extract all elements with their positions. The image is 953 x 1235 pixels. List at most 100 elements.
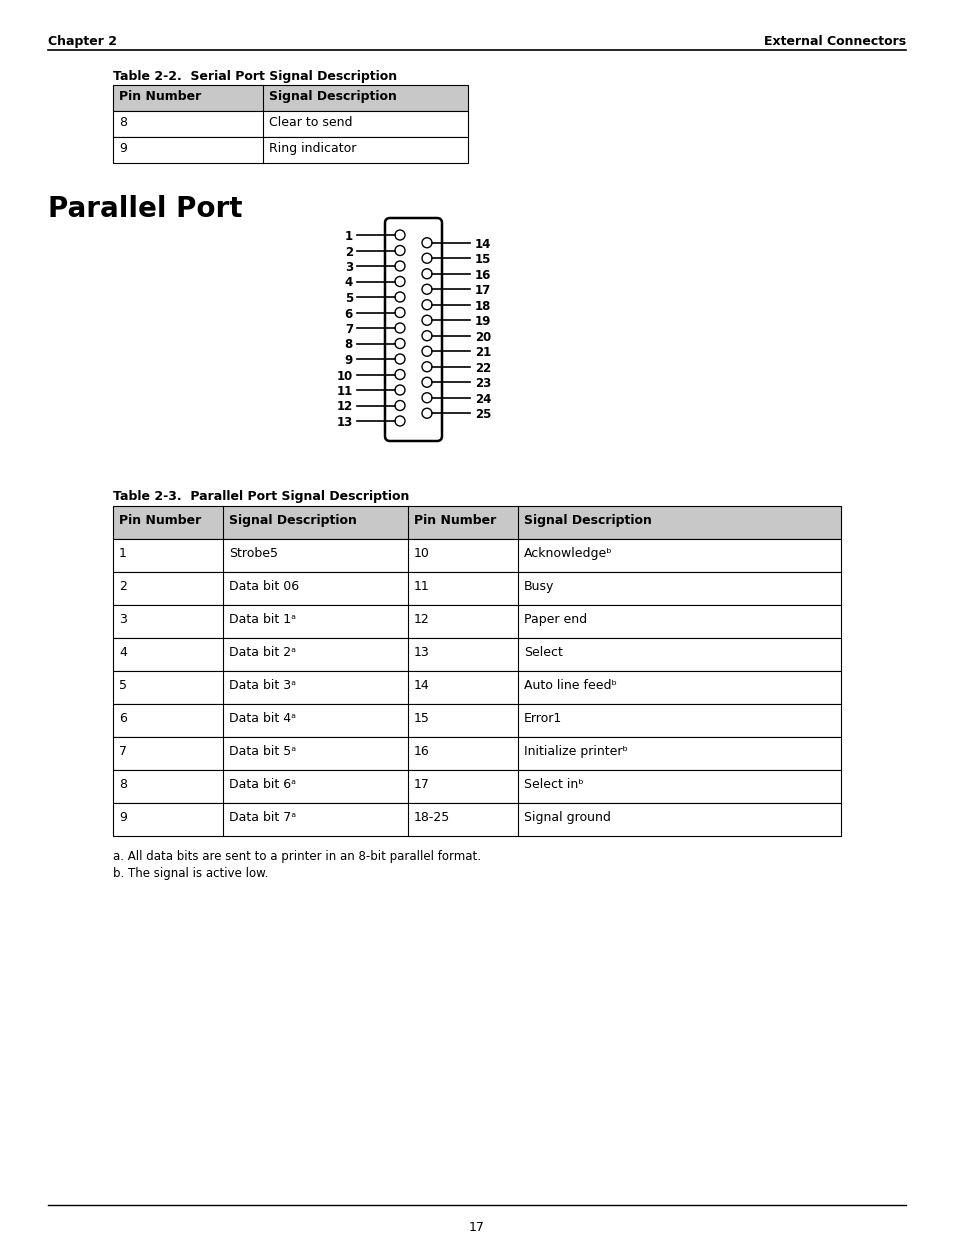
Text: Select inᵇ: Select inᵇ [523, 778, 583, 790]
Text: 10: 10 [336, 369, 353, 383]
Text: Pin Number: Pin Number [119, 514, 201, 527]
Text: 3: 3 [119, 613, 127, 626]
Text: Acknowledgeᵇ: Acknowledgeᵇ [523, 547, 612, 559]
Circle shape [395, 324, 405, 333]
Text: 14: 14 [475, 238, 491, 251]
Text: Data bit 5ᵃ: Data bit 5ᵃ [229, 745, 295, 758]
Text: 15: 15 [475, 253, 491, 267]
Text: Ring indicator: Ring indicator [269, 142, 356, 156]
Circle shape [421, 300, 432, 310]
Circle shape [395, 230, 405, 240]
Text: 18: 18 [475, 300, 491, 312]
Circle shape [421, 331, 432, 341]
Text: 17: 17 [414, 778, 430, 790]
Text: 1: 1 [345, 230, 353, 243]
Circle shape [421, 238, 432, 248]
Text: Data bit 4ᵃ: Data bit 4ᵃ [229, 713, 295, 725]
Circle shape [421, 315, 432, 325]
Circle shape [395, 416, 405, 426]
Text: Data bit 7ᵃ: Data bit 7ᵃ [229, 811, 295, 824]
Text: Paper end: Paper end [523, 613, 586, 626]
Text: 5: 5 [344, 291, 353, 305]
Text: 11: 11 [414, 580, 429, 593]
Text: 10: 10 [414, 547, 430, 559]
Bar [112, 538, 841, 572]
Circle shape [395, 369, 405, 379]
Circle shape [421, 253, 432, 263]
Text: 4: 4 [119, 646, 127, 659]
Bar [112, 737, 841, 769]
Circle shape [395, 338, 405, 348]
Text: 5: 5 [119, 679, 127, 692]
Text: Table 2-3.  Parallel Port Signal Description: Table 2-3. Parallel Port Signal Descript… [112, 490, 409, 503]
Circle shape [421, 346, 432, 356]
Text: Data bit 3ᵃ: Data bit 3ᵃ [229, 679, 295, 692]
Text: 20: 20 [475, 331, 491, 343]
Bar [112, 671, 841, 704]
Text: Chapter 2: Chapter 2 [48, 35, 117, 48]
Text: 2: 2 [119, 580, 127, 593]
Text: 13: 13 [336, 416, 353, 429]
Text: 4: 4 [344, 277, 353, 289]
Text: 9: 9 [119, 811, 127, 824]
Circle shape [395, 246, 405, 256]
Text: 17: 17 [475, 284, 491, 298]
Bar [112, 506, 841, 538]
Text: 7: 7 [119, 745, 127, 758]
Circle shape [421, 393, 432, 403]
Text: Signal Description: Signal Description [523, 514, 651, 527]
Text: 13: 13 [414, 646, 429, 659]
Text: 11: 11 [336, 385, 353, 398]
Text: 19: 19 [475, 315, 491, 329]
Circle shape [395, 385, 405, 395]
Text: 2: 2 [345, 246, 353, 258]
Text: 6: 6 [119, 713, 127, 725]
Text: Data bit 1ᵃ: Data bit 1ᵃ [229, 613, 295, 626]
Text: Data bit 2ᵃ: Data bit 2ᵃ [229, 646, 295, 659]
Bar [112, 638, 841, 671]
Text: Select: Select [523, 646, 562, 659]
Text: Error1: Error1 [523, 713, 561, 725]
Text: 16: 16 [475, 269, 491, 282]
Text: 18-25: 18-25 [414, 811, 450, 824]
Text: 16: 16 [414, 745, 429, 758]
Circle shape [395, 261, 405, 270]
Text: Table 2-2.  Serial Port Signal Description: Table 2-2. Serial Port Signal Descriptio… [112, 70, 396, 83]
Text: Strobe5: Strobe5 [229, 547, 277, 559]
Text: Auto line feedᵇ: Auto line feedᵇ [523, 679, 617, 692]
Circle shape [421, 284, 432, 294]
Circle shape [421, 362, 432, 372]
Text: Signal Description: Signal Description [269, 90, 396, 103]
Circle shape [395, 291, 405, 303]
Text: External Connectors: External Connectors [763, 35, 905, 48]
Text: Pin Number: Pin Number [414, 514, 496, 527]
Bar [112, 85, 468, 111]
Text: 12: 12 [414, 613, 429, 626]
Text: 9: 9 [119, 142, 127, 156]
Text: 9: 9 [344, 354, 353, 367]
Text: 3: 3 [345, 261, 353, 274]
Text: 8: 8 [344, 338, 353, 352]
Text: 23: 23 [475, 377, 491, 390]
Bar [112, 769, 841, 803]
Text: 15: 15 [414, 713, 430, 725]
Bar [112, 137, 468, 163]
Text: 21: 21 [475, 346, 491, 359]
Text: 1: 1 [119, 547, 127, 559]
Text: Data bit 06: Data bit 06 [229, 580, 299, 593]
Text: 8: 8 [119, 116, 127, 128]
Text: Signal Description: Signal Description [229, 514, 356, 527]
Text: 8: 8 [119, 778, 127, 790]
FancyBboxPatch shape [385, 219, 441, 441]
Text: a. All data bits are sent to a printer in an 8-bit parallel format.: a. All data bits are sent to a printer i… [112, 850, 480, 863]
Bar [112, 803, 841, 836]
Bar [112, 704, 841, 737]
Circle shape [421, 409, 432, 419]
Circle shape [395, 400, 405, 410]
Circle shape [395, 277, 405, 287]
Bar [112, 605, 841, 638]
Text: Signal ground: Signal ground [523, 811, 610, 824]
Text: 22: 22 [475, 362, 491, 374]
Circle shape [395, 308, 405, 317]
Text: 24: 24 [475, 393, 491, 406]
